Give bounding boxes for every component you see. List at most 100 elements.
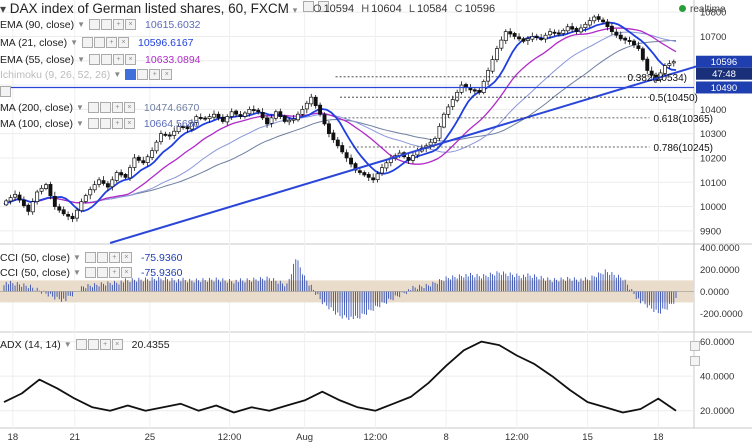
time-tick-label: 25 — [145, 432, 156, 443]
candle — [207, 116, 212, 119]
eye-icon[interactable] — [84, 267, 96, 278]
indicator-row-ma21[interactable]: MA (21, close) ▼ + × 10596.6167 — [0, 36, 194, 49]
candle — [366, 174, 371, 178]
chevron-down-icon[interactable]: ▼ — [75, 103, 84, 112]
settings-icon[interactable] — [96, 267, 108, 278]
indicator-row-ichimoku[interactable]: Ichimoku (9, 26, 52, 26) ▼ + × — [0, 68, 173, 81]
eye-icon[interactable] — [302, 1, 314, 12]
candle — [4, 200, 9, 206]
add-icon[interactable]: + — [106, 37, 118, 48]
candle — [530, 36, 535, 40]
candle — [371, 177, 376, 181]
chevron-down-icon[interactable]: ▼ — [77, 20, 86, 29]
chevron-down-icon[interactable]: ▼ — [70, 38, 79, 47]
close-icon[interactable]: × — [161, 69, 173, 80]
symbol-menu-icon[interactable]: ▾ — [292, 5, 298, 15]
candle — [508, 31, 513, 35]
candle — [649, 70, 654, 76]
settings-icon[interactable] — [101, 54, 113, 65]
cci-tick-label: 0.0000 — [700, 287, 729, 298]
candle — [477, 90, 482, 93]
indicator-row-ema90[interactable]: EMA (90, close) ▼ + × 10615.6032 — [0, 18, 201, 31]
indicator-row-hidden[interactable] — [0, 85, 12, 98]
pane-move-icon[interactable] — [690, 356, 700, 366]
realtime-label: realtime — [690, 4, 726, 15]
close-icon[interactable]: × — [123, 102, 135, 113]
eye-icon[interactable] — [75, 339, 87, 350]
close-icon[interactable]: × — [125, 19, 137, 30]
chevron-down-icon[interactable]: ▼ — [73, 268, 81, 277]
candle — [17, 194, 22, 201]
indicator-row-ema55[interactable]: EMA (55, close) ▼ + × 10633.0894 — [0, 53, 201, 66]
eye-icon[interactable] — [87, 118, 99, 129]
time-tick-label: Aug — [296, 432, 313, 443]
settings-icon[interactable] — [94, 37, 106, 48]
price-tick-label: 10800 — [700, 8, 726, 19]
candle — [459, 84, 464, 93]
chevron-down-icon[interactable]: ▼ — [113, 70, 122, 79]
close-icon[interactable]: × — [123, 118, 135, 129]
cci-row-2[interactable]: CCI (50, close) ▼ + × -75.9360 — [0, 266, 182, 279]
candle — [260, 112, 265, 119]
candle — [570, 26, 575, 30]
close-icon[interactable]: × — [120, 267, 132, 278]
cci-row-1[interactable]: CCI (50, close) ▼ + × -75.9360 — [0, 251, 182, 264]
indicator-row-ma100[interactable]: MA (100, close) ▼ + × 10664.5680 — [0, 117, 199, 130]
eye-icon[interactable] — [0, 86, 11, 97]
add-icon[interactable]: + — [111, 102, 123, 113]
candle — [57, 206, 62, 211]
settings-icon[interactable] — [101, 19, 113, 30]
candle — [141, 160, 146, 164]
eye-icon[interactable] — [89, 54, 101, 65]
candle — [375, 173, 380, 181]
settings-icon[interactable] — [96, 252, 108, 263]
ohlc-low: 10584 — [416, 3, 448, 15]
add-icon[interactable]: + — [149, 69, 161, 80]
candle — [212, 113, 216, 118]
eye-icon[interactable] — [125, 69, 137, 80]
fib-label: 0.382(10534) — [627, 73, 687, 84]
settings-icon[interactable] — [87, 339, 99, 350]
eye-icon[interactable] — [87, 102, 99, 113]
settings-icon[interactable] — [317, 1, 329, 12]
add-icon[interactable]: + — [113, 54, 125, 65]
settings-icon[interactable] — [137, 69, 149, 80]
indicator-label: EMA (55, close) — [0, 53, 75, 66]
pane-maximize-icon[interactable] — [690, 341, 700, 351]
candle — [609, 25, 614, 32]
candle — [8, 197, 13, 202]
candle — [627, 40, 632, 42]
settings-icon[interactable] — [99, 118, 111, 129]
candle — [198, 117, 203, 119]
add-icon[interactable]: + — [108, 267, 120, 278]
chevron-down-icon[interactable]: ▼ — [63, 340, 72, 349]
candle — [503, 31, 508, 42]
close-icon[interactable]: × — [111, 339, 123, 350]
chevron-down-icon[interactable]: ▼ — [75, 119, 84, 128]
add-icon[interactable]: + — [108, 252, 120, 263]
eye-icon[interactable] — [82, 37, 94, 48]
indicator-row-ma200[interactable]: MA (200, close) ▼ + × 10474.6670 — [0, 101, 199, 114]
candle — [154, 141, 159, 152]
adx-row[interactable]: ADX (14, 14) ▼ + × 20.4355 — [0, 338, 170, 351]
candle — [331, 132, 336, 141]
candle — [70, 215, 75, 220]
add-icon[interactable]: + — [113, 19, 125, 30]
collapse-icon[interactable]: ▾ — [0, 2, 7, 16]
indicator-value: 10615.6032 — [145, 18, 201, 31]
settings-icon[interactable] — [99, 102, 111, 113]
cci-tick-label: 400.0000 — [700, 243, 740, 254]
chevron-down-icon[interactable]: ▼ — [77, 55, 86, 64]
chevron-down-icon[interactable]: ▼ — [73, 253, 81, 262]
symbol-title: DAX index of German listed shares, 60, F… — [9, 1, 289, 16]
candle — [406, 156, 411, 161]
close-icon[interactable]: × — [120, 252, 132, 263]
close-icon[interactable]: × — [125, 54, 137, 65]
close-icon[interactable]: × — [118, 37, 130, 48]
candle — [172, 130, 177, 136]
add-icon[interactable]: + — [111, 118, 123, 129]
eye-icon[interactable] — [89, 19, 101, 30]
eye-icon[interactable] — [84, 252, 96, 263]
add-icon[interactable]: + — [99, 339, 111, 350]
